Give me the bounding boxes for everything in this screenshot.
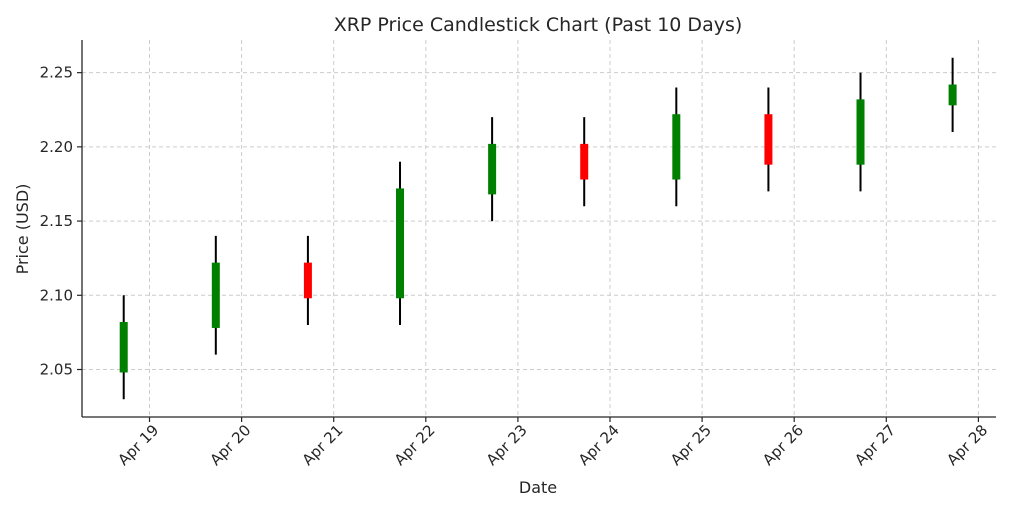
x-tick-label: Apr 19	[114, 421, 162, 469]
candle	[580, 117, 589, 207]
y-tick-label: 2.25	[40, 64, 73, 82]
candle	[119, 295, 128, 400]
candle-body	[119, 322, 128, 373]
candle-body	[580, 143, 589, 180]
x-tick-label: Apr 23	[483, 421, 531, 469]
candle-body	[396, 188, 405, 299]
candle	[396, 161, 405, 325]
candle	[948, 57, 957, 133]
x-tick-label: Apr 26	[759, 421, 807, 469]
x-tick-label: Apr 22	[391, 421, 439, 469]
candle-body	[303, 262, 312, 299]
candle	[303, 235, 312, 325]
candle-body	[488, 143, 497, 195]
y-tick-label: 2.05	[40, 361, 73, 379]
candle-body	[856, 99, 865, 165]
candle	[764, 87, 773, 192]
x-tick-label: Apr 21	[299, 421, 347, 469]
x-tick-label: Apr 27	[851, 421, 899, 469]
candle-body	[672, 114, 681, 180]
candle-body	[211, 262, 220, 328]
candle	[211, 235, 220, 355]
x-tick-label: Apr 24	[575, 421, 623, 469]
chart-title: XRP Price Candlestick Chart (Past 10 Day…	[334, 14, 743, 36]
candle	[672, 87, 681, 207]
candles	[119, 57, 957, 400]
grid	[82, 40, 996, 417]
y-tick-label: 2.20	[40, 138, 73, 156]
y-tick-label: 2.15	[40, 212, 73, 230]
y-tick-label: 2.10	[40, 286, 73, 304]
y-axis-label: Price (USD)	[13, 184, 32, 275]
candle	[488, 117, 497, 222]
x-axis-label: Date	[519, 478, 557, 497]
candle-body	[764, 114, 773, 165]
x-tick-label: Apr 20	[206, 421, 254, 469]
candle	[856, 72, 865, 192]
x-tick-label: Apr 28	[943, 421, 991, 469]
candle-body	[948, 84, 957, 106]
x-tick-label: Apr 25	[667, 421, 715, 469]
